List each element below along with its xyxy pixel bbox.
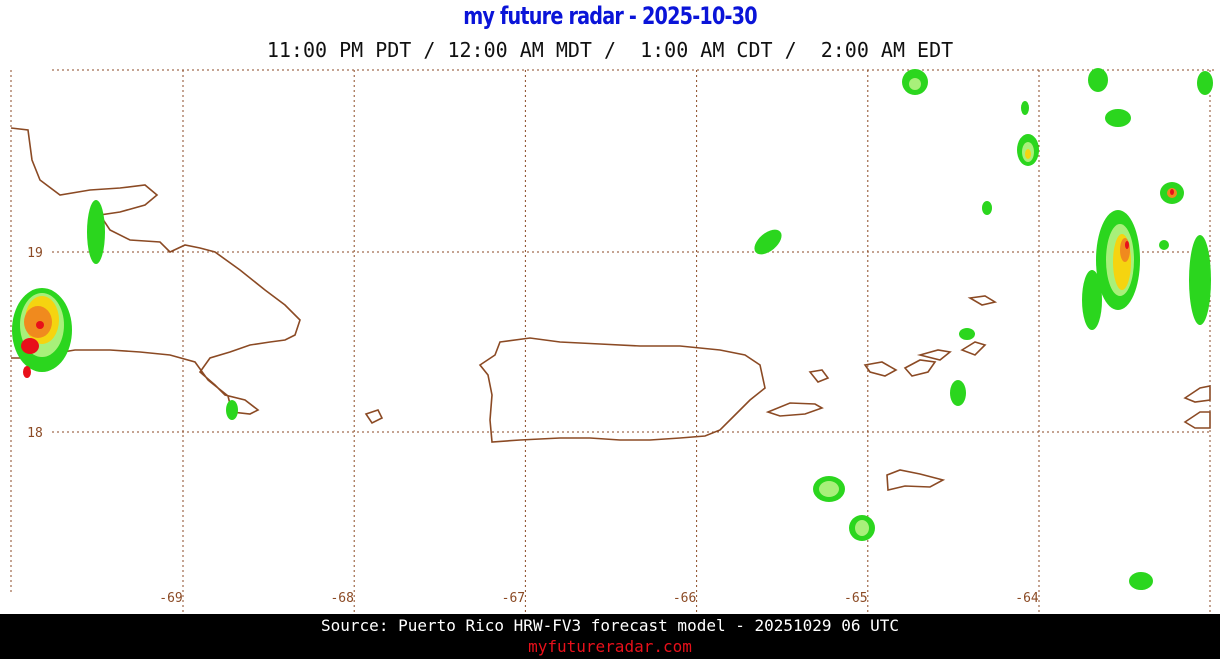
- lon-label: -68: [330, 591, 353, 606]
- title: my future radar - 2025-10-30: [463, 2, 757, 30]
- source-text: Source: Puerto Rico HRW-FV3 forecast mod…: [321, 616, 899, 635]
- lon-label: -69: [159, 591, 182, 606]
- lon-label: -65: [844, 591, 867, 606]
- footer: Source: Puerto Rico HRW-FV3 forecast mod…: [0, 614, 1220, 659]
- lat-label: 18: [27, 426, 43, 441]
- map-frame: [10, 69, 1215, 612]
- lon-label: -67: [502, 591, 525, 606]
- coastlines: [10, 127, 1211, 491]
- lat-label: 19: [27, 246, 43, 261]
- lon-label: -64: [1015, 591, 1039, 606]
- lon-label: -66: [673, 591, 696, 606]
- map: -69 -68 -67 -66 -65 -64 19 18: [10, 68, 1215, 612]
- site-link[interactable]: myfutureradar.com: [528, 637, 692, 656]
- radar-echoes: [12, 68, 1213, 590]
- time-zones: 11:00 PM PDT / 12:00 AM MDT / 1:00 AM CD…: [266, 38, 954, 62]
